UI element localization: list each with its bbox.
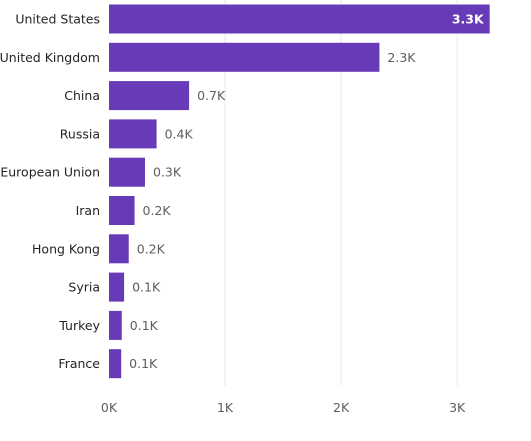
- x-tick-label-1: 1K: [217, 400, 234, 415]
- x-tick-label-0: 0K: [101, 400, 118, 415]
- bar-turkey[interactable]: [109, 310, 122, 340]
- value-label-united-states: 3.3K: [452, 12, 485, 27]
- bar-russia[interactable]: [109, 119, 157, 149]
- value-label-russia: 0.4K: [165, 126, 194, 141]
- category-label-united-kingdom: United Kingdom: [0, 50, 100, 65]
- category-label-iran: Iran: [76, 203, 100, 218]
- x-tick-label-3: 3K: [449, 400, 466, 415]
- category-label-syria: Syria: [68, 280, 100, 295]
- value-label-syria: 0.1K: [132, 280, 161, 295]
- bar-hong-kong[interactable]: [109, 234, 129, 264]
- bar-china[interactable]: [109, 81, 190, 111]
- value-label-turkey: 0.1K: [130, 318, 159, 333]
- value-label-iran: 0.2K: [143, 203, 172, 218]
- category-label-turkey: Turkey: [58, 318, 100, 333]
- category-label-russia: Russia: [60, 126, 100, 141]
- category-labels: United States United Kingdom China Russia Eu…: [0, 12, 101, 372]
- value-label-china: 0.7K: [197, 88, 226, 103]
- category-label-european-union: European Union: [0, 165, 100, 180]
- bar-united-kingdom[interactable]: [109, 42, 380, 72]
- bar-united-states[interactable]: [109, 4, 490, 34]
- value-label-hong-kong: 0.2K: [137, 241, 166, 256]
- value-label-france: 0.1K: [129, 356, 158, 371]
- category-label-france: France: [58, 356, 100, 371]
- bars-group: [109, 4, 490, 379]
- bar-syria[interactable]: [109, 272, 125, 302]
- bar-iran[interactable]: [109, 196, 135, 225]
- category-label-china: China: [64, 88, 100, 103]
- bar-france[interactable]: [109, 349, 122, 379]
- bar-european-union[interactable]: [109, 157, 145, 187]
- value-label-european-union: 0.3K: [153, 165, 182, 180]
- value-label-united-kingdom: 2.3K: [387, 50, 416, 65]
- x-tick-label-2: 2K: [333, 400, 350, 415]
- category-label-united-states: United States: [15, 12, 100, 27]
- category-label-hong-kong: Hong Kong: [32, 241, 100, 256]
- value-labels: 3.3K 2.3K 0.7K 0.4K 0.3K 0.2K 0.2K 0.1K 0.1K 0.1K: [129, 12, 485, 372]
- x-axis-ticks: 0K 1K 2K 3K: [101, 400, 466, 415]
